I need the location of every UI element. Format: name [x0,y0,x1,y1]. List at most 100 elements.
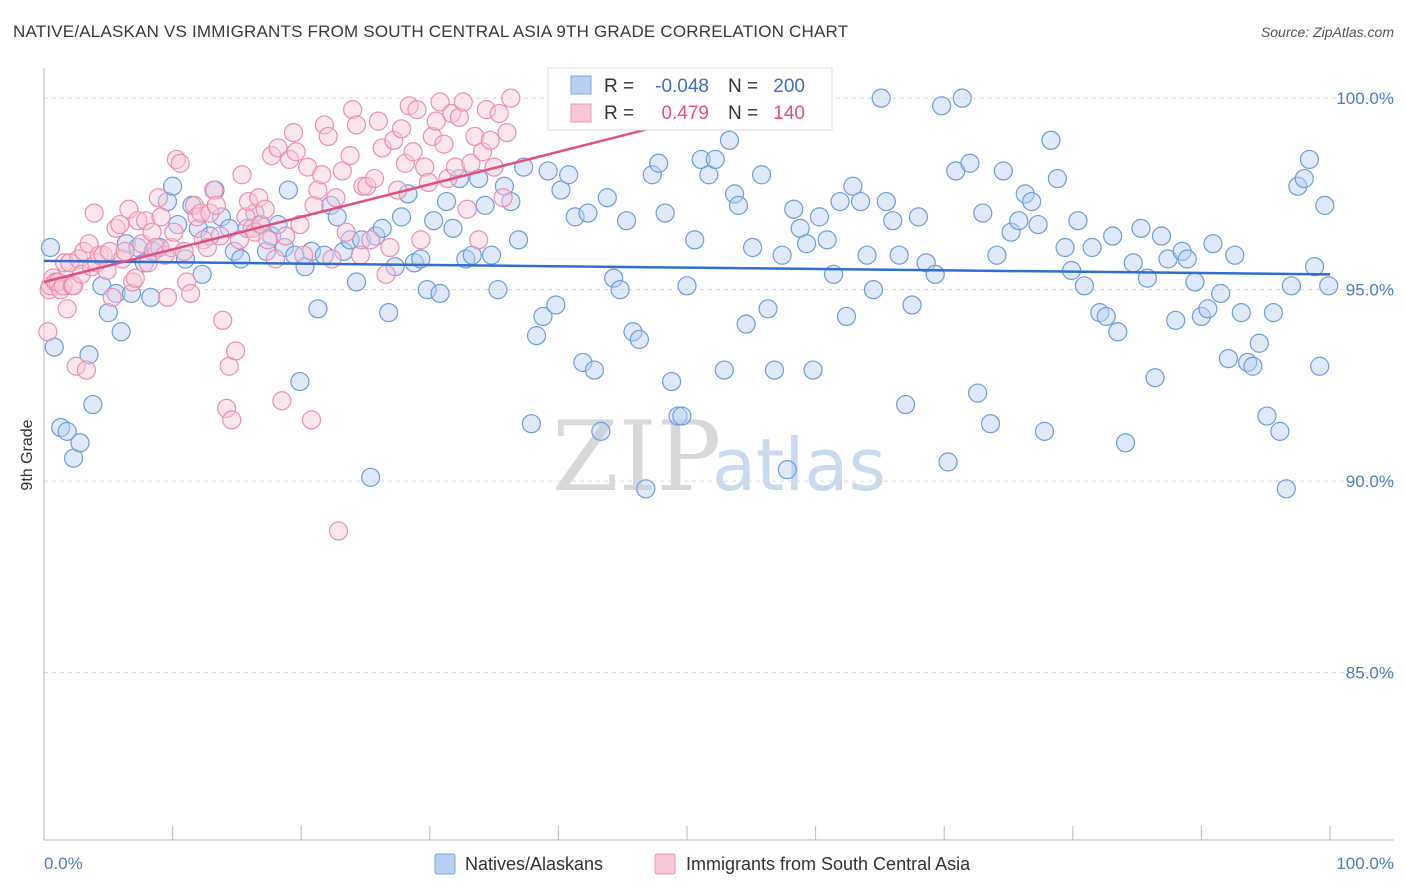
native-point-54 [372,218,392,238]
native-point-144 [960,153,980,173]
immigrant-point-27 [106,218,126,238]
native-point-111 [736,314,756,334]
immigrant-point-116 [411,230,431,250]
native-point-82 [551,180,571,200]
native-point-141 [938,452,958,472]
immigrant-point-134 [480,130,500,150]
native-point-75 [508,230,529,250]
native-point-189 [1263,303,1284,323]
immigrant-point-51 [184,195,205,215]
native-point-164 [1096,306,1116,327]
native-point-198 [1315,195,1335,215]
native-point-197 [1310,356,1330,376]
immigrant-point-88 [308,180,328,200]
native-point-191 [1276,479,1296,499]
native-point-192 [1281,276,1302,296]
native-point-77 [521,414,541,434]
immigrant-point-104 [364,168,385,189]
immigrant-point-109 [384,130,404,150]
legend-label-natives: Natives/Alaskans [465,854,603,874]
immigrant-point-40 [148,188,169,208]
immigrant-point-132 [472,142,493,162]
immigrant-point-36 [135,211,156,231]
native-point-185 [1238,352,1258,373]
native-point-153 [1022,191,1042,212]
native-point-123 [817,230,837,250]
native-point-121 [803,360,823,380]
stats-n-label-2: N = [728,103,758,124]
native-point-161 [1074,276,1094,296]
native-point-188 [1257,406,1277,426]
native-point-104 [691,149,711,170]
immigrant-point-89 [312,165,332,185]
native-point-65 [443,218,463,238]
native-point-186 [1243,356,1263,376]
immigrant-point-63 [222,410,242,430]
x-tick-label-min: 0.0% [44,854,83,873]
immigrant-point-92 [322,249,342,269]
native-point-9 [98,303,118,323]
native-point-30 [224,241,244,261]
immigrant-point-100 [350,245,370,265]
native-point-106 [705,149,725,170]
immigrant-point-75 [262,146,282,166]
native-point-25 [192,264,212,284]
native-point-196 [1304,257,1325,277]
immigrant-point-139 [501,88,521,108]
native-point-129 [857,245,877,265]
immigrant-point-67 [236,207,256,227]
native-point-162 [1082,237,1102,258]
legend-swatch-immigrants [654,853,676,875]
native-point-72 [488,280,508,300]
native-point-131 [871,88,891,108]
native-point-193 [1288,176,1308,196]
native-point-157 [1047,168,1067,189]
native-point-122 [809,207,830,227]
stats-n-value-2: 140 [773,103,805,124]
immigrant-point-56 [200,203,220,223]
native-point-113 [751,165,772,185]
native-point-136 [902,295,922,315]
native-point-95 [636,479,656,499]
stats-r-label-1: R = [604,76,634,97]
immigrant-point-60 [213,310,233,330]
native-point-7 [83,394,103,415]
immigrant-point-17 [76,360,97,380]
source-label: Source: ZipAtlas.com [1260,24,1394,40]
stats-r-value-2: 0.479 [661,103,709,124]
native-point-177 [1185,272,1205,292]
native-point-44 [308,299,328,319]
immigrant-point-86 [301,410,322,430]
native-point-55 [379,303,399,323]
stats-swatch-pink [570,103,592,123]
immigrant-point-71 [249,188,269,208]
immigrant-point-136 [489,103,509,124]
native-point-114 [758,299,778,319]
native-point-171 [1145,368,1165,388]
immigrant-point-78 [272,391,292,411]
watermark-atlas: atlas [712,423,886,507]
native-point-168 [1123,253,1143,273]
stats-r-label-2: R = [604,103,634,124]
immigrant-point-122 [434,134,454,154]
native-point-81 [546,295,566,315]
native-point-89 [597,188,617,208]
native-point-179 [1198,299,1218,319]
immigrant-point-0 [38,322,58,342]
immigrant-point-90 [314,115,334,135]
immigrant-point-131 [469,230,489,250]
native-point-118 [784,199,804,219]
immigrant-point-106 [372,138,392,158]
native-point-199 [1319,276,1339,296]
native-point-148 [987,245,1007,265]
immigrant-point-115 [407,100,427,120]
stats-n-value-1: 200 [773,76,805,97]
y-axis-title: 9th Grade [19,419,36,490]
native-point-0 [40,237,61,258]
native-point-160 [1068,211,1088,231]
immigrant-point-97 [340,146,360,166]
native-point-60 [411,249,431,269]
native-point-87 [584,360,605,380]
native-point-115 [764,360,785,380]
native-point-61 [417,280,437,300]
